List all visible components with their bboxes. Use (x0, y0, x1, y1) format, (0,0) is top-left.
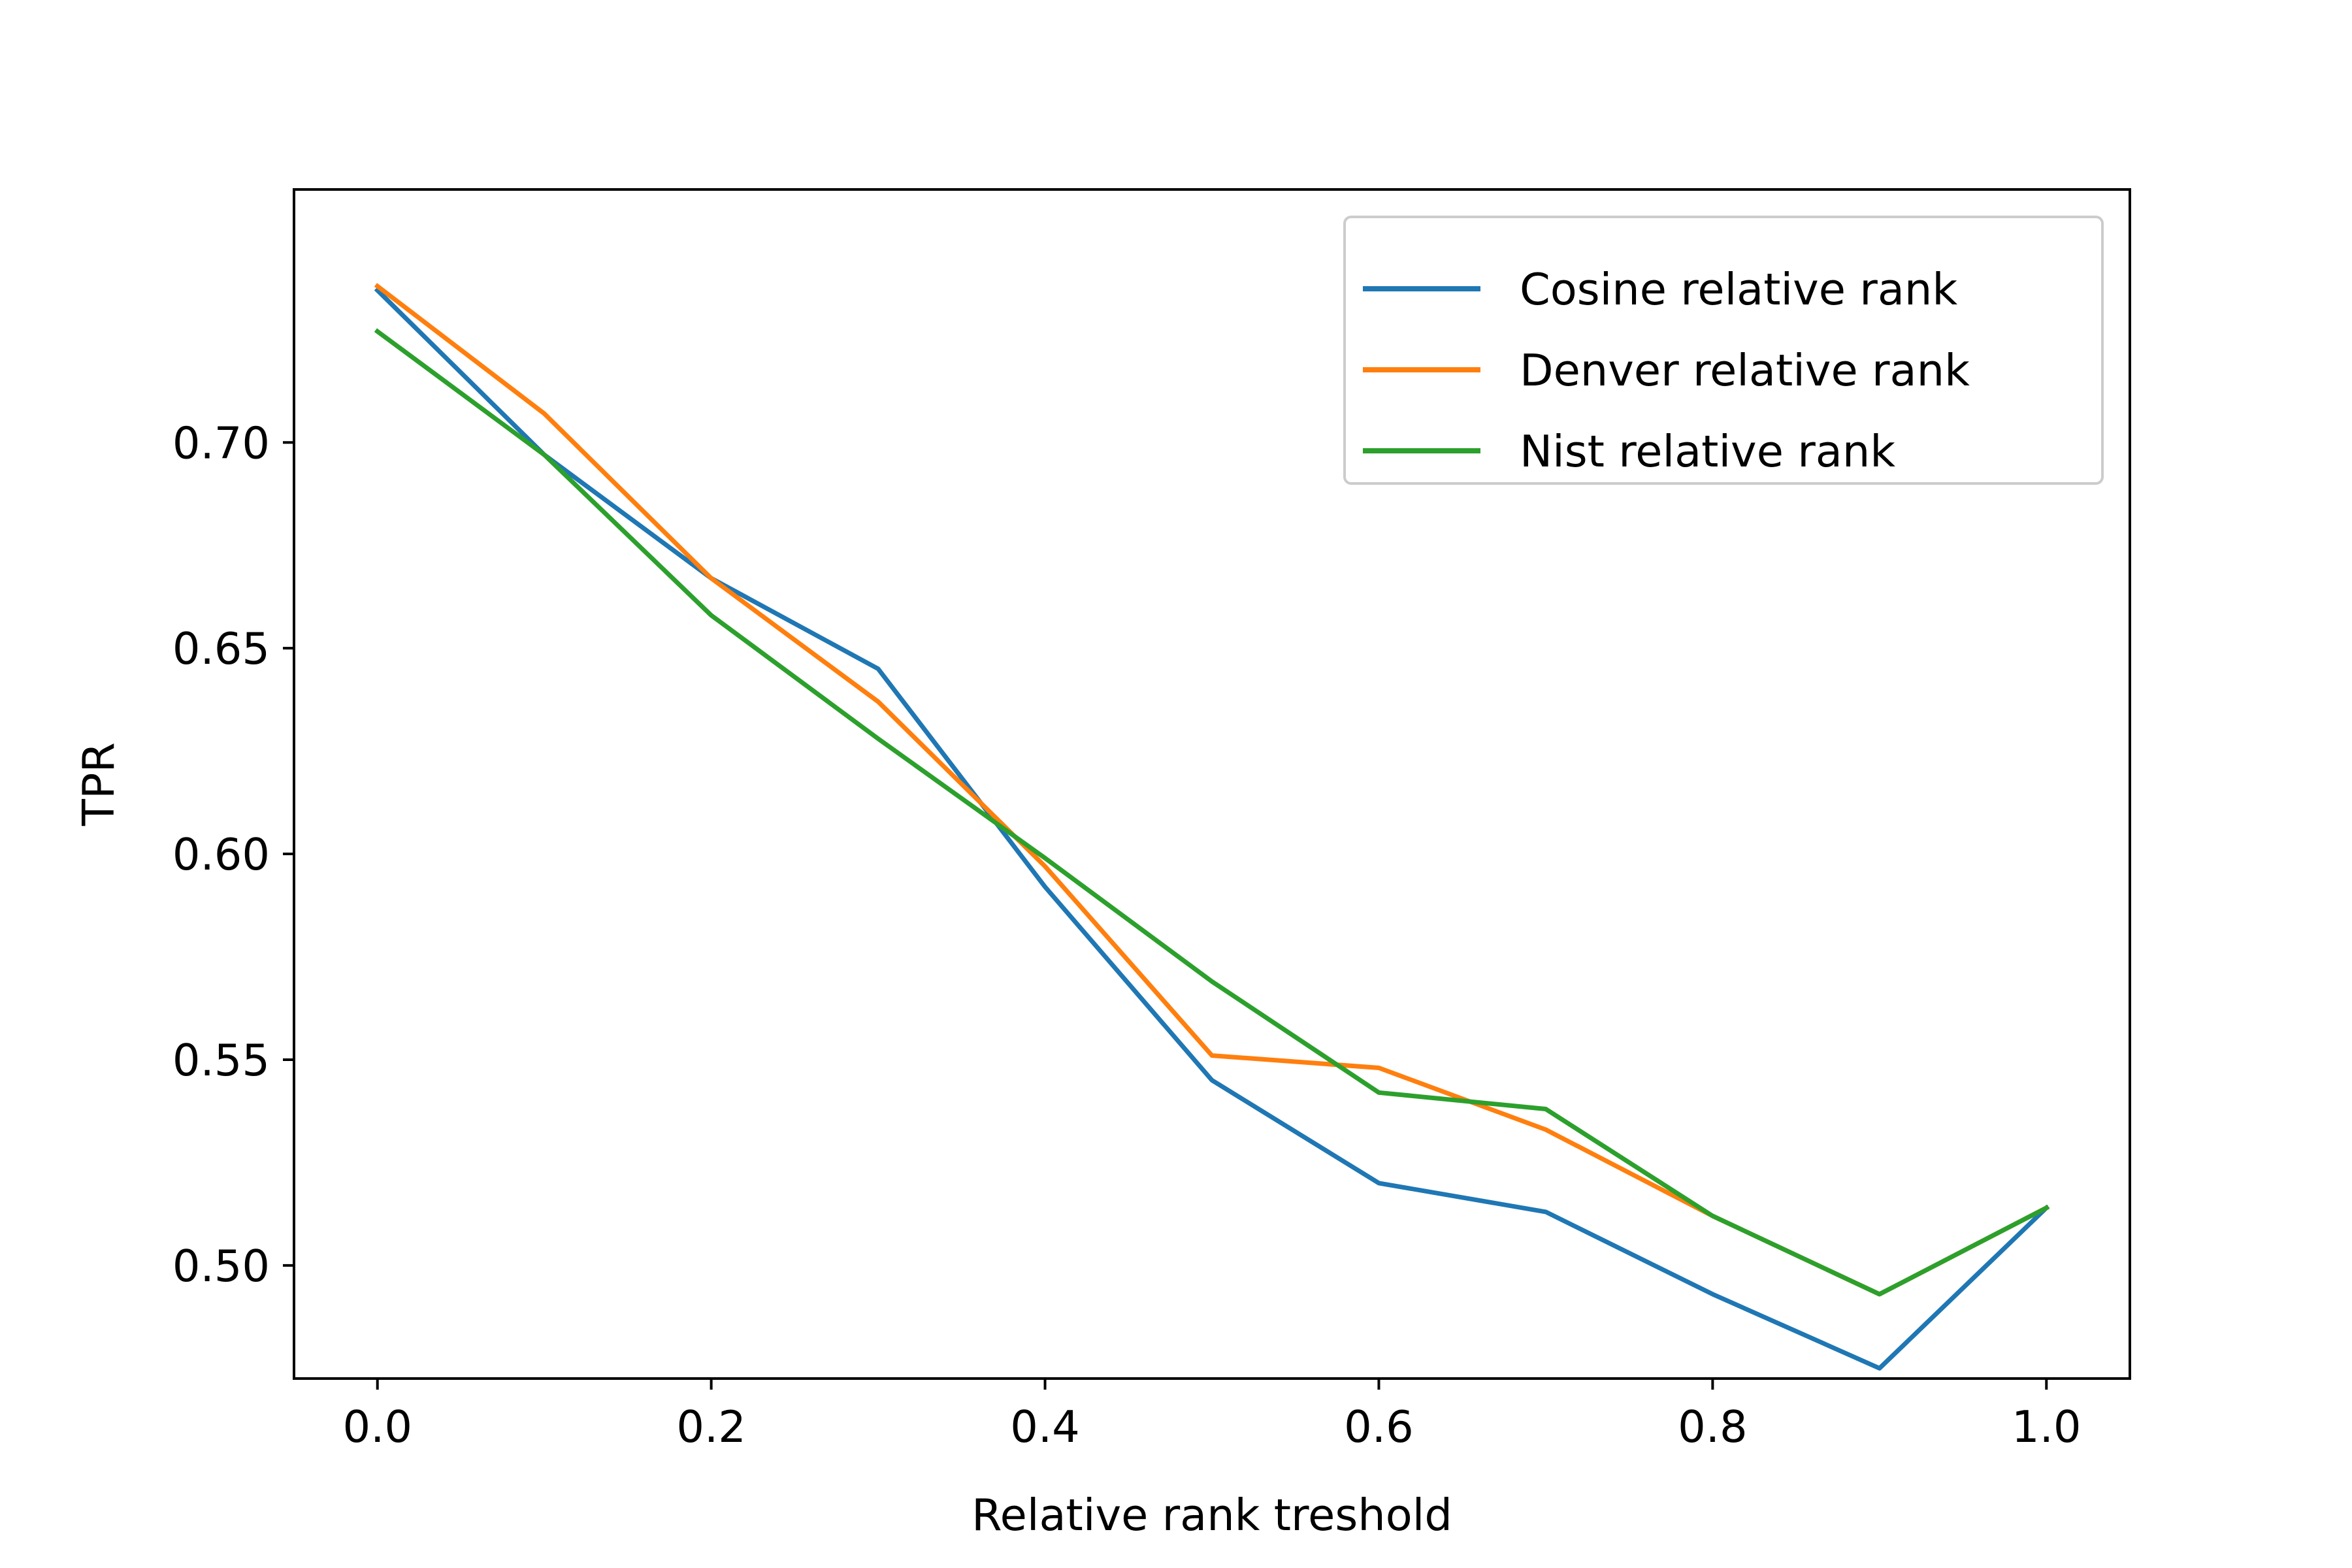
x-axis: 0.0 0.2 0.4 0.6 0.8 1.0 (342, 1379, 2082, 1452)
y-tick-label: 0.50 (172, 1241, 270, 1292)
legend-label: Nist relative rank (1520, 426, 1895, 477)
x-tick-label: 0.6 (1344, 1401, 1414, 1452)
y-tick-label: 0.70 (172, 417, 270, 468)
legend-label: Cosine relative rank (1520, 264, 1957, 315)
legend-box (1343, 216, 2104, 485)
x-tick-label: 0.4 (1010, 1401, 1080, 1452)
legend-label: Denver relative rank (1520, 345, 1970, 396)
x-axis-title: Relative rank treshold (972, 1490, 1452, 1541)
series-layer (374, 283, 2050, 1371)
y-tick-label: 0.65 (172, 623, 270, 674)
series-line-3 (374, 328, 2050, 1297)
y-tick-label: 0.55 (172, 1035, 270, 1086)
y-tick-label: 0.60 (172, 829, 270, 880)
x-tick-label: 0.8 (1678, 1401, 1748, 1452)
y-axis: 0.50 0.55 0.60 0.65 0.70 (172, 417, 294, 1292)
x-tick-label: 0.0 (342, 1401, 412, 1452)
x-tick-label: 1.0 (2012, 1401, 2082, 1452)
legend: Cosine relative rank Denver relative rank… (1343, 216, 2104, 485)
plot-area-frame (293, 188, 2131, 1380)
series-line-1 (374, 287, 2050, 1371)
y-axis-title: TPR (73, 742, 124, 826)
x-tick-label: 0.2 (676, 1401, 746, 1452)
